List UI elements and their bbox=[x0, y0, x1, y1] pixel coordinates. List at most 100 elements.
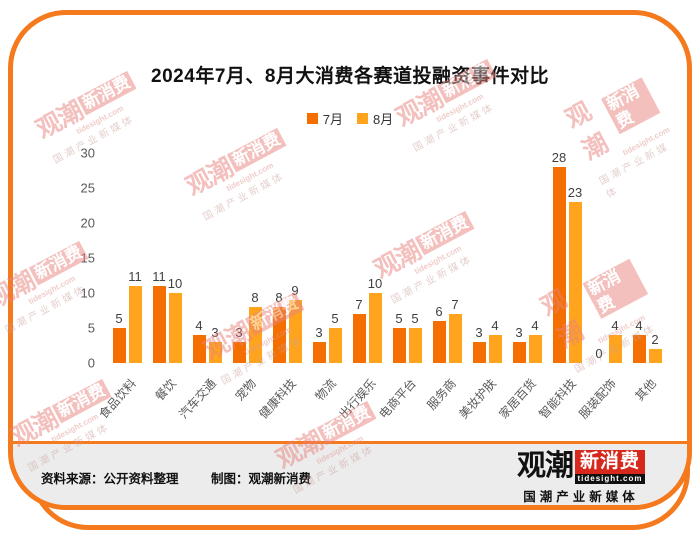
logo-guanchao-text: 观潮 bbox=[516, 450, 574, 482]
bar-8月-服务商: 7 bbox=[448, 297, 462, 363]
legend: 7月 8月 bbox=[13, 109, 687, 128]
bar-8月-健康科技: 9 bbox=[288, 283, 302, 363]
bar-value-label: 6 bbox=[435, 304, 443, 319]
bar-8月-美妆护肤: 4 bbox=[488, 318, 502, 363]
bar-8月-出行娱乐: 10 bbox=[368, 276, 382, 363]
footer-bar: 资料来源：公开资料整理 制图：观潮新消费 观潮 新消费 tidesight.co… bbox=[13, 441, 687, 505]
y-tick-label: 0 bbox=[87, 355, 95, 371]
bar-value-label: 11 bbox=[128, 269, 142, 284]
bar-7月-电商平台: 5 bbox=[392, 311, 406, 363]
legend-item-july: 7月 bbox=[306, 109, 343, 128]
bar-value-label: 7 bbox=[355, 297, 363, 312]
bar-value-label: 10 bbox=[367, 276, 383, 291]
y-tick-label: 30 bbox=[80, 145, 95, 161]
bar-7月-物流: 3 bbox=[312, 325, 326, 363]
bar-value-label: 3 bbox=[475, 325, 483, 340]
y-tick-label: 5 bbox=[87, 320, 95, 336]
legend-label-july: 7月 bbox=[322, 112, 343, 127]
bar-value-label: 3 bbox=[211, 325, 219, 340]
bar-7月-其他: 4 bbox=[632, 318, 646, 363]
category-label: 服务商 bbox=[424, 376, 459, 413]
bar-value-label: 4 bbox=[195, 318, 203, 333]
bar-group-1: 5 11 bbox=[107, 145, 147, 363]
bar-value-label: 5 bbox=[115, 311, 123, 326]
bar-value-label: 3 bbox=[315, 325, 323, 340]
category-label: 食品饮料 bbox=[96, 376, 139, 422]
bar-8月-餐饮: 10 bbox=[168, 276, 182, 363]
bar-7月-汽车交通: 4 bbox=[192, 318, 206, 363]
bar-value-label: 2 bbox=[651, 332, 659, 347]
y-tick-label: 25 bbox=[80, 180, 95, 196]
bar-7月-食品饮料: 5 bbox=[112, 311, 126, 363]
bar-value-label: 10 bbox=[167, 276, 183, 291]
y-tick-label: 20 bbox=[80, 215, 95, 231]
bar-group-7: 7 10 bbox=[347, 145, 387, 363]
bar-value-label: 23 bbox=[567, 185, 583, 200]
bar-8月-家居百货: 4 bbox=[528, 318, 542, 363]
data-source-text: 资料来源：公开资料整理 bbox=[41, 472, 179, 486]
bar-8月-智能科技: 23 bbox=[568, 185, 582, 363]
bar-7月-出行娱乐: 7 bbox=[352, 297, 366, 363]
bar-8月-物流: 5 bbox=[328, 311, 342, 363]
bar-7月-智能科技: 28 bbox=[552, 150, 566, 363]
bar-value-label: 3 bbox=[515, 325, 523, 340]
bar-value-label: 8 bbox=[251, 290, 259, 305]
bar-7月-美妆护肤: 3 bbox=[472, 325, 486, 363]
legend-swatch-july-icon bbox=[306, 113, 318, 124]
bar-value-label: 5 bbox=[411, 311, 419, 326]
plot-area: 5 11 11 10 4 3 3 8 8 9 3 5 7 10 5 5 6 7 3 4 3 4 28 23 0 4 4 2 bbox=[107, 145, 667, 363]
category-label: 宠物 bbox=[232, 376, 259, 404]
bar-7月-宠物: 3 bbox=[232, 325, 246, 363]
bar-value-label: 0 bbox=[595, 346, 603, 361]
bar-group-2: 11 10 bbox=[147, 145, 187, 363]
bar-chart: 0 5 10 15 20 25 30 5 11 11 10 4 3 3 8 8 9 3 5 7 10 5 5 6 7 3 4 3 4 2… bbox=[13, 15, 687, 505]
y-tick-label: 15 bbox=[80, 250, 95, 266]
brand-logo: 观潮 新消费 tidesight.com 国潮产业新媒体 bbox=[501, 450, 661, 505]
legend-label-august: 8月 bbox=[373, 112, 394, 127]
bar-value-label: 4 bbox=[531, 318, 539, 333]
bar-7月-餐饮: 11 bbox=[152, 269, 166, 363]
legend-item-august: 8月 bbox=[357, 109, 393, 128]
bar-value-label: 11 bbox=[152, 269, 166, 284]
bar-7月-服务商: 6 bbox=[432, 304, 446, 363]
bar-value-label: 3 bbox=[235, 325, 243, 340]
category-label: 物流 bbox=[312, 376, 339, 404]
bar-value-label: 4 bbox=[635, 318, 643, 333]
chart-card: 2024年7月、8月大消费各赛道投融资事件对比 7月 8月 0 5 10 15 20 25… bbox=[8, 10, 692, 510]
bar-value-label: 8 bbox=[275, 290, 283, 305]
logo-domain-text: tidesight.com bbox=[575, 474, 646, 484]
bar-8月-汽车交通: 3 bbox=[208, 325, 222, 363]
bar-value-label: 4 bbox=[611, 318, 619, 333]
bar-7月-健康科技: 8 bbox=[272, 290, 286, 363]
bar-value-label: 5 bbox=[395, 311, 403, 326]
logo-tagline: 国潮产业新媒体 bbox=[523, 490, 639, 504]
bar-8月-食品饮料: 11 bbox=[128, 269, 142, 363]
bar-7月-家居百货: 3 bbox=[512, 325, 526, 363]
x-label-slot: 健康科技 bbox=[256, 367, 307, 437]
bar-8月-宠物: 8 bbox=[248, 290, 262, 363]
x-axis: 食品饮料 餐饮 汽车交通 宠物 健康科技 物流 出行娱乐 电商平台 服务商 美妆护肤 家居百货 智能科… bbox=[96, 367, 667, 437]
bar-value-label: 5 bbox=[331, 311, 339, 326]
logo-xinxiaofei-badge: 新消费 bbox=[575, 450, 646, 474]
bar-value-label: 4 bbox=[491, 318, 499, 333]
x-label-slot: 服装配饰 bbox=[576, 367, 627, 437]
category-label: 其他 bbox=[632, 376, 659, 404]
category-label: 餐饮 bbox=[152, 376, 179, 404]
chart-credit-text: 制图：观潮新消费 bbox=[211, 472, 312, 486]
bar-8月-其他: 2 bbox=[648, 332, 662, 363]
bar-value-label: 7 bbox=[451, 297, 459, 312]
bar-8月-电商平台: 5 bbox=[408, 311, 422, 363]
bar-value-label: 28 bbox=[551, 150, 567, 165]
x-label-slot: 食品饮料 bbox=[96, 367, 147, 437]
